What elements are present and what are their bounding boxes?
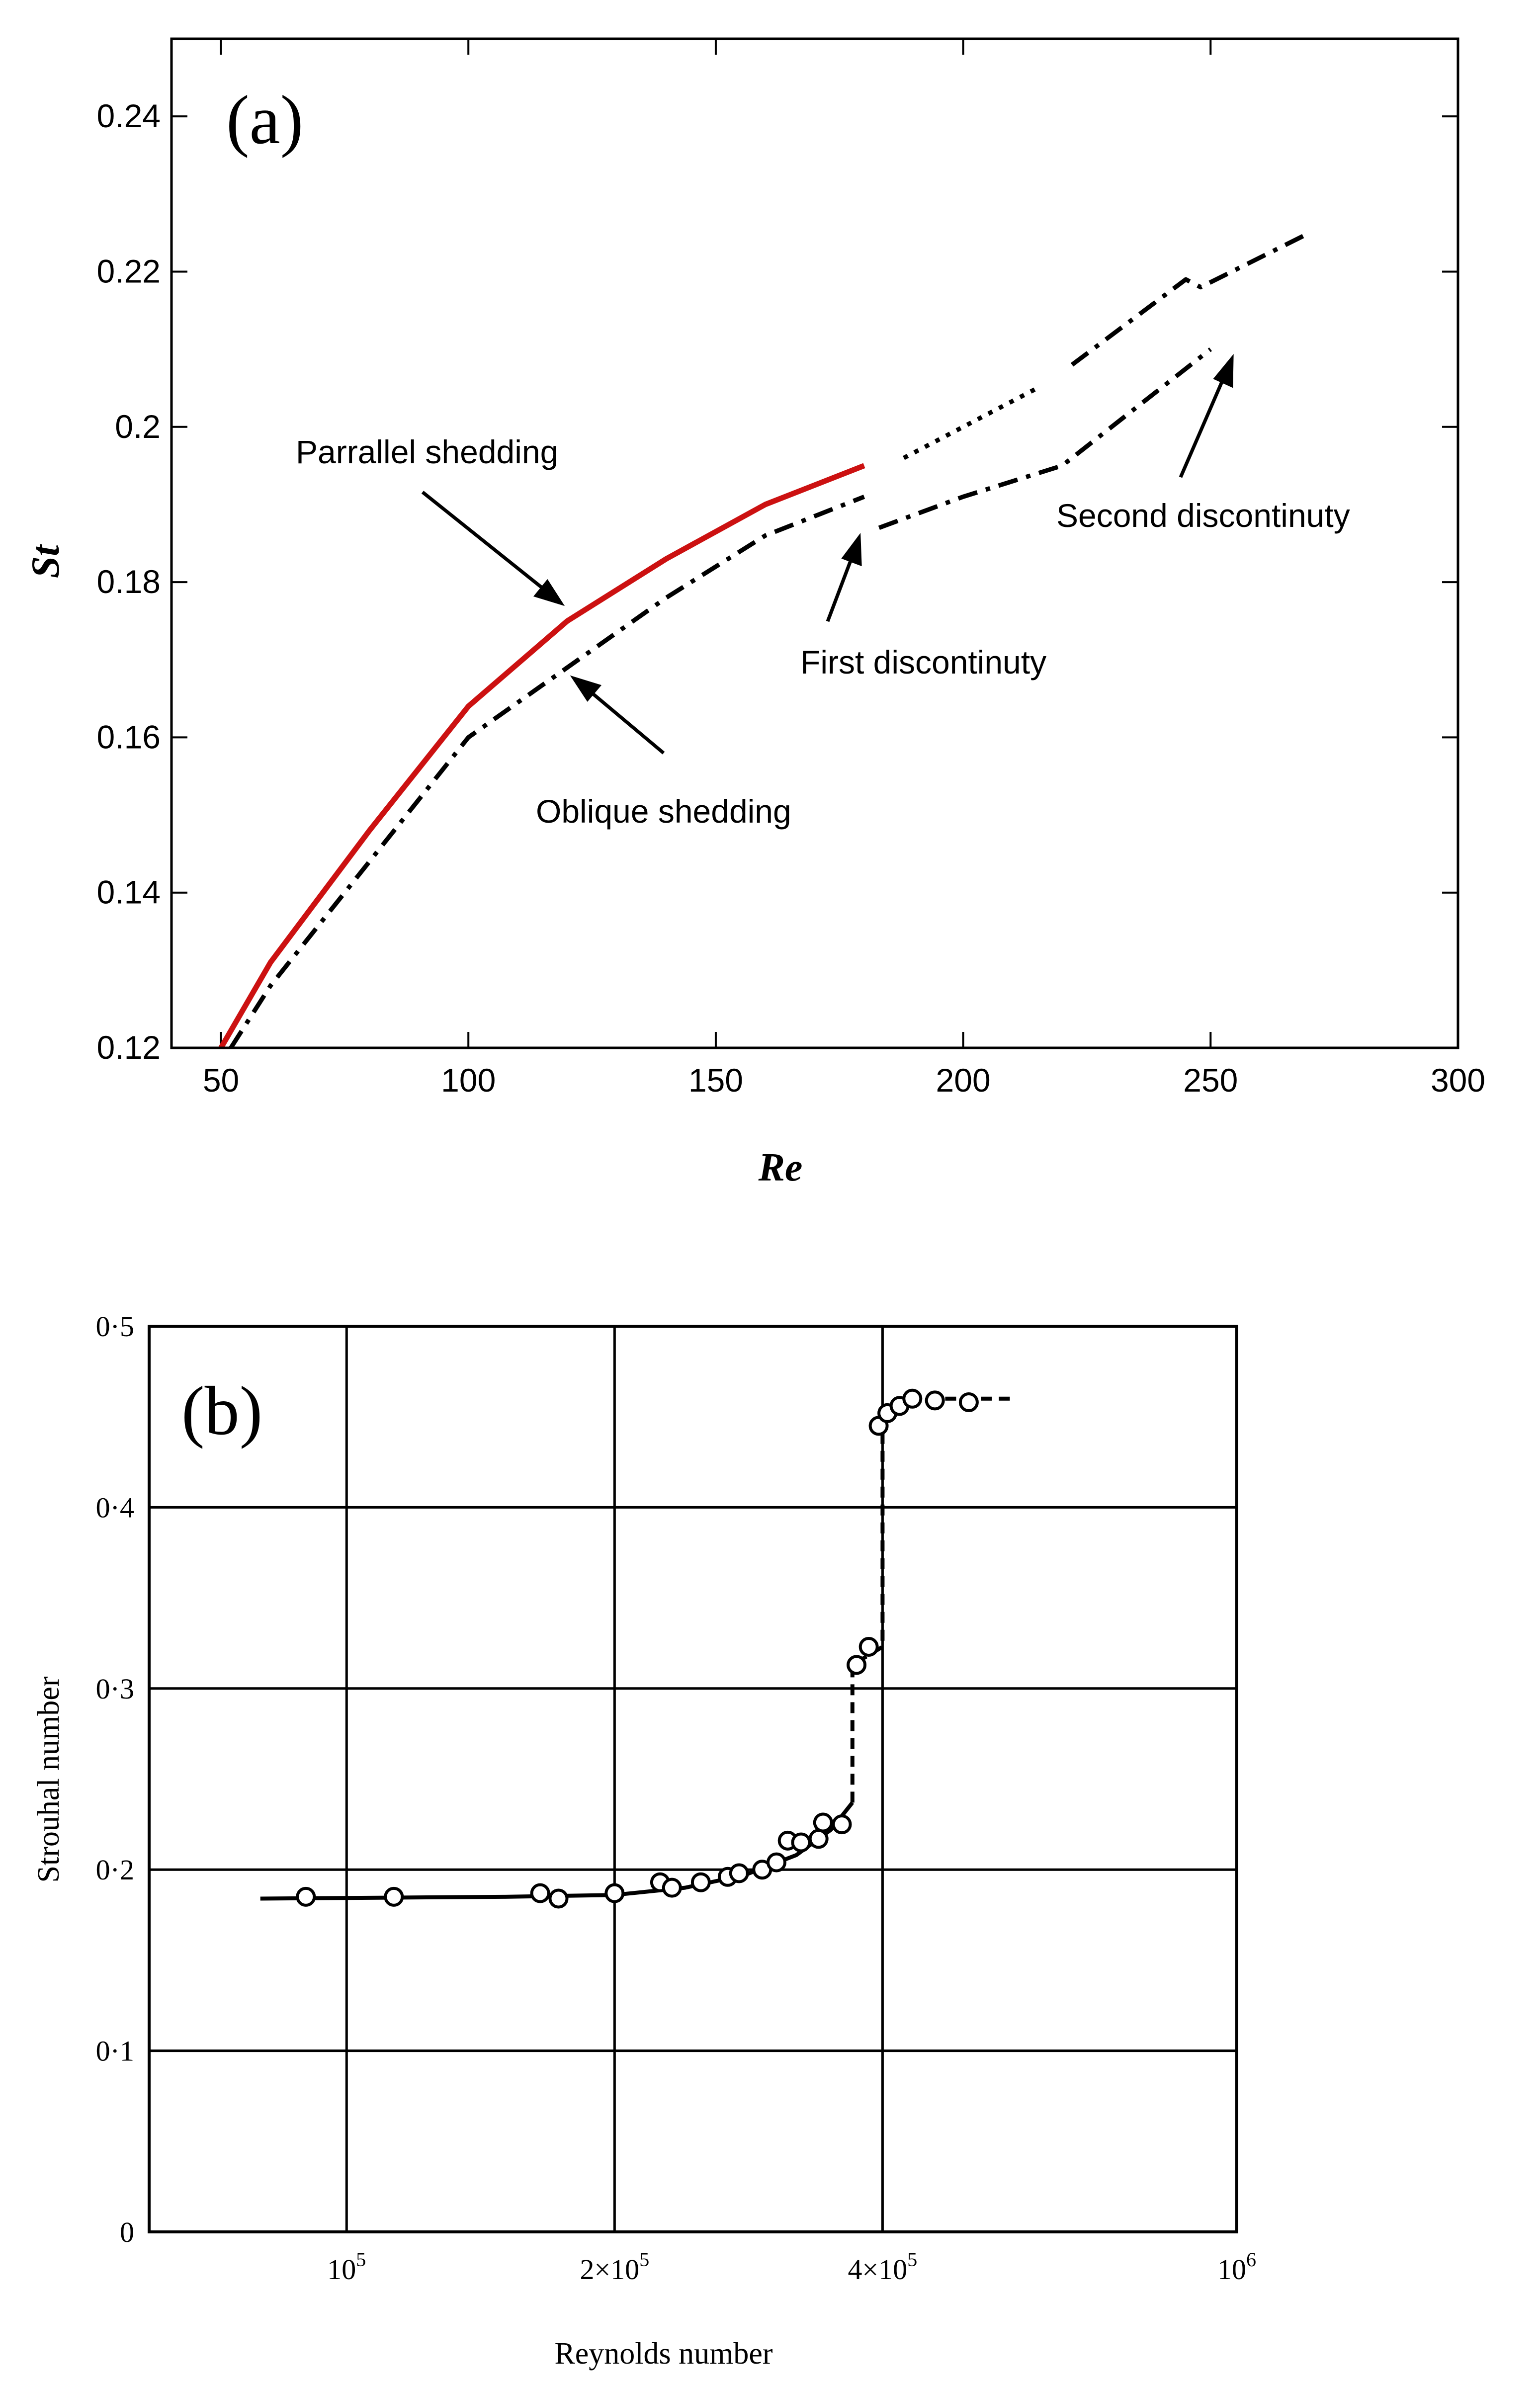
panel-a-y-tick-label: 0.12: [97, 1029, 161, 1066]
first-discontinuity-label: First discontinuty: [800, 644, 1046, 681]
panel-a-tick-labels: 50 100 150 200 250 300 0.12 0.14 0.16 0.18 0.2 0.22…: [97, 97, 1486, 1099]
panel-a-x-tick-label: 50: [203, 1062, 239, 1099]
panel-b-y-tick-label: 0·1: [96, 2035, 134, 2067]
panel-b-label: (b): [181, 1372, 262, 1449]
panel-b-y-tick-label: 0·4: [96, 1491, 134, 1524]
panel-a: 50 100 150 200 250 300 0.12 0.14 0.16 0.18 0.2 0.22…: [24, 37, 1486, 1190]
panel-a-x-tick-label: 200: [936, 1062, 991, 1099]
panel-b-axes-frame: [148, 1325, 1238, 2233]
panel-a-y-axis-label: St: [24, 544, 68, 578]
parallel-shedding-label: Parrallel shedding: [296, 433, 558, 470]
second-discontinuity-arrowhead: [1213, 353, 1234, 388]
panel-b-data-point: [847, 1655, 867, 1675]
parallel-shedding-arrow: [421, 491, 548, 593]
panel-b-y-tick-label: 0·3: [96, 1673, 134, 1705]
panel-a-x-tick-label: 150: [688, 1062, 743, 1099]
panel-b-data-point: [902, 1388, 923, 1409]
panel-b-data-point: [296, 1886, 316, 1907]
panel-a-series-line-5: [878, 347, 1212, 530]
panel-a-x-axis-label: Re: [758, 1146, 803, 1190]
panel-b-y-tick-label: 0·5: [96, 1310, 134, 1343]
panel-a-label: (a): [226, 82, 303, 159]
panel-b-x-tick-label: 4×105: [848, 2248, 918, 2286]
panel-b-markers: [296, 1388, 979, 1909]
panel-a-x-tick-label: 300: [1431, 1062, 1485, 1099]
panel-a-y-tick-label: 0.16: [97, 718, 161, 755]
panel-b-data-point: [767, 1852, 786, 1873]
panel-a-series-line-2: [229, 495, 865, 1049]
panel-b-data-point: [925, 1390, 945, 1411]
panel-a-y-tick-label: 0.22: [97, 253, 161, 289]
panel-a-series-line-4: [1070, 231, 1311, 367]
panel-b-data-point: [858, 1637, 879, 1657]
panel-a-y-tick-label: 0.14: [97, 874, 161, 911]
panel-b-y-tick-label: 0·2: [96, 1854, 134, 1886]
panel-a-annotation-arrows: [421, 353, 1234, 755]
parallel-shedding-arrowhead: [533, 579, 565, 606]
panel-a-axes-frame: [170, 37, 1459, 1049]
oblique-shedding-label: Oblique shedding: [536, 793, 791, 830]
panel-b-data-point: [813, 1812, 833, 1833]
panel-b-x-tick-label: 106: [1217, 2248, 1256, 2286]
panel-b-x-tick-label: 2×105: [580, 2248, 649, 2286]
oblique-shedding-arrow: [585, 687, 665, 755]
panel-b-data-point: [384, 1886, 404, 1907]
panel-a-x-tick-label: 100: [441, 1062, 496, 1099]
panel-b-y-tick-label: 0: [120, 2216, 134, 2248]
second-discontinuity-label: Second discontinuty: [1056, 497, 1350, 534]
panel-a-series: [218, 231, 1311, 1049]
panel-a-series-line-1: [218, 463, 865, 1049]
panel-b-label-background: [171, 1357, 291, 1456]
panel-b-data-point: [808, 1829, 829, 1849]
panel-b-data-point: [604, 1883, 625, 1903]
panel-b-data-point: [548, 1888, 569, 1909]
panel-b-tick-labels: 105 2×105 4×105 106 0 0·1 0·2 0·3 0·4 0·5: [96, 1310, 1256, 2286]
panel-b: 105 2×105 4×105 106 0 0·1 0·2 0·3 0·4 0·5 (b) Rey…: [32, 1310, 1256, 2371]
second-discontinuity-arrow: [1179, 372, 1228, 478]
panel-b-data-point: [832, 1814, 852, 1835]
panel-a-x-tick-label: 250: [1183, 1062, 1238, 1099]
panel-b-data-point: [791, 1832, 811, 1853]
panel-b-x-axis-label: Reynolds number: [554, 2337, 772, 2371]
panel-b-data-point: [530, 1883, 550, 1903]
panel-b-data-point: [729, 1863, 749, 1883]
panel-b-y-axis-label: Strouhal number: [32, 1676, 66, 1882]
panel-b-x-tick-label: 105: [327, 2248, 366, 2286]
panel-a-y-tick-label: 0.24: [97, 97, 161, 134]
panel-a-y-tick-label: 0.2: [115, 408, 161, 445]
panel-a-series-line-3: [903, 386, 1038, 460]
panel-b-data-point: [662, 1877, 682, 1898]
oblique-shedding-arrowhead: [570, 675, 602, 702]
panel-b-data-point: [958, 1392, 979, 1412]
panel-b-data-point: [690, 1872, 711, 1892]
first-discontinuity-arrow: [826, 551, 856, 622]
panel-a-y-tick-label: 0.18: [97, 563, 161, 600]
first-discontinuity-arrowhead: [841, 533, 862, 567]
